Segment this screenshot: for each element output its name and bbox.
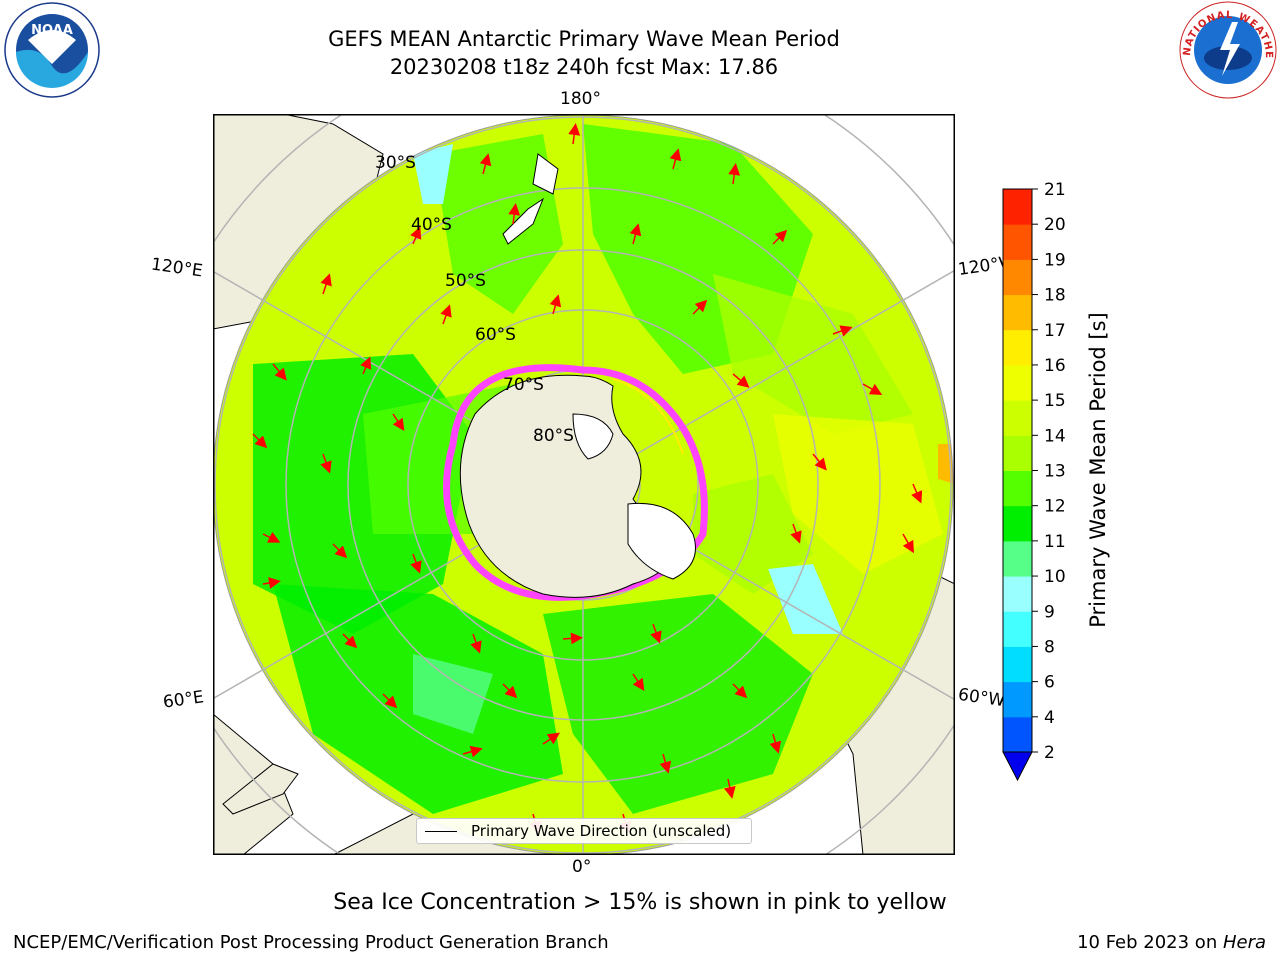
- colorbar-swatch: [1003, 189, 1032, 225]
- colorbar-tick-label: 20: [1044, 215, 1066, 235]
- colorbar-tick-label: 14: [1044, 426, 1066, 446]
- colorbar-tick-label: 2: [1044, 743, 1055, 763]
- colorbar: 2 4 6 8 9 10 11 12 13 14 15 16 17 18 19 20 21: [1002, 180, 1066, 782]
- title-line-1: GEFS MEAN Antarctic Primary Wave Mean Pe…: [328, 27, 840, 51]
- colorbar-extend-triangle: [1002, 751, 1033, 782]
- lat-label-50s: 50°S: [445, 271, 486, 291]
- colorbar-tick-label: 13: [1044, 462, 1066, 482]
- sea-ice-note: Sea Ice Concentration > 15% is shown in …: [333, 890, 947, 915]
- colorbar-swatch: [1003, 329, 1032, 366]
- footer-date-text: 10 Feb 2023 on: [1077, 932, 1223, 953]
- legend-line-sample: [425, 830, 457, 832]
- lat-label-40s: 40°S: [411, 215, 452, 235]
- noaa-logo-text: NOAA: [31, 23, 73, 38]
- colorbar-swatch: [1003, 611, 1032, 647]
- colorbar-swatch: [1003, 540, 1032, 577]
- colorbar-swatch: [1003, 294, 1032, 331]
- colorbar-swatch: [1003, 224, 1032, 260]
- lat-label-70s: 70°S: [503, 375, 544, 395]
- colorbar-swatch: [1003, 470, 1032, 507]
- colorbar-swatch: [1003, 259, 1032, 296]
- colorbar-tick-label: 17: [1044, 321, 1066, 341]
- colorbar-tick-label: 15: [1044, 391, 1066, 411]
- legend-label: Primary Wave Direction (unscaled): [471, 822, 732, 840]
- colorbar-tick-label: 9: [1044, 602, 1055, 622]
- colorbar-swatch: [1003, 716, 1032, 753]
- lat-label-60s: 60°S: [475, 325, 516, 345]
- footer-date: 10 Feb 2023 on Hera: [1077, 932, 1266, 953]
- colorbar-tick-label: 16: [1044, 356, 1066, 376]
- colorbar-swatch: [1003, 364, 1032, 401]
- lat-label-80s: 80°S: [533, 426, 574, 446]
- antarctic-map: 30°S 40°S 50°S 60°S 70°S 80°S: [213, 114, 955, 855]
- colorbar-tick-label: 10: [1044, 567, 1066, 587]
- lon-label-0: 0°: [572, 857, 592, 877]
- lat-label-30s: 30°S: [375, 153, 416, 173]
- nws-logo: NATIONAL WEATHER SERVICE: [1176, 0, 1277, 99]
- footer-credit: NCEP/EMC/Verification Post Processing Pr…: [13, 932, 609, 953]
- colorbar-tick-label: 8: [1044, 637, 1055, 657]
- colorbar-tick-label: 12: [1044, 497, 1066, 517]
- colorbar-swatch: [1003, 646, 1032, 683]
- colorbar-tick-label: 21: [1044, 180, 1066, 200]
- colorbar-swatch: [1003, 576, 1032, 612]
- footer-machine: Hera: [1222, 932, 1266, 953]
- colorbar-tick-label: 6: [1044, 673, 1055, 693]
- noaa-logo: NOAA: [4, 2, 100, 98]
- colorbar-tick-label: 18: [1044, 286, 1066, 306]
- colorbar-tick-label: 11: [1044, 532, 1066, 552]
- colorbar-label: Primary Wave Mean Period [s]: [1086, 312, 1110, 628]
- map-legend: Primary Wave Direction (unscaled): [416, 818, 752, 844]
- title-line-2: 20230208 t18z 240h fcst Max: 17.86: [389, 55, 779, 79]
- colorbar-swatch: [1003, 681, 1032, 718]
- colorbar-swatch: [1003, 435, 1032, 471]
- colorbar-tick-label: 4: [1044, 708, 1055, 728]
- colorbar-tick-label: 19: [1044, 250, 1066, 270]
- lon-label-180: 180°: [560, 89, 601, 109]
- colorbar-swatch: [1003, 400, 1032, 436]
- colorbar-swatch: [1003, 505, 1032, 542]
- lon-label-120e: 120°E: [149, 254, 204, 282]
- lon-label-60e: 60°E: [161, 687, 206, 713]
